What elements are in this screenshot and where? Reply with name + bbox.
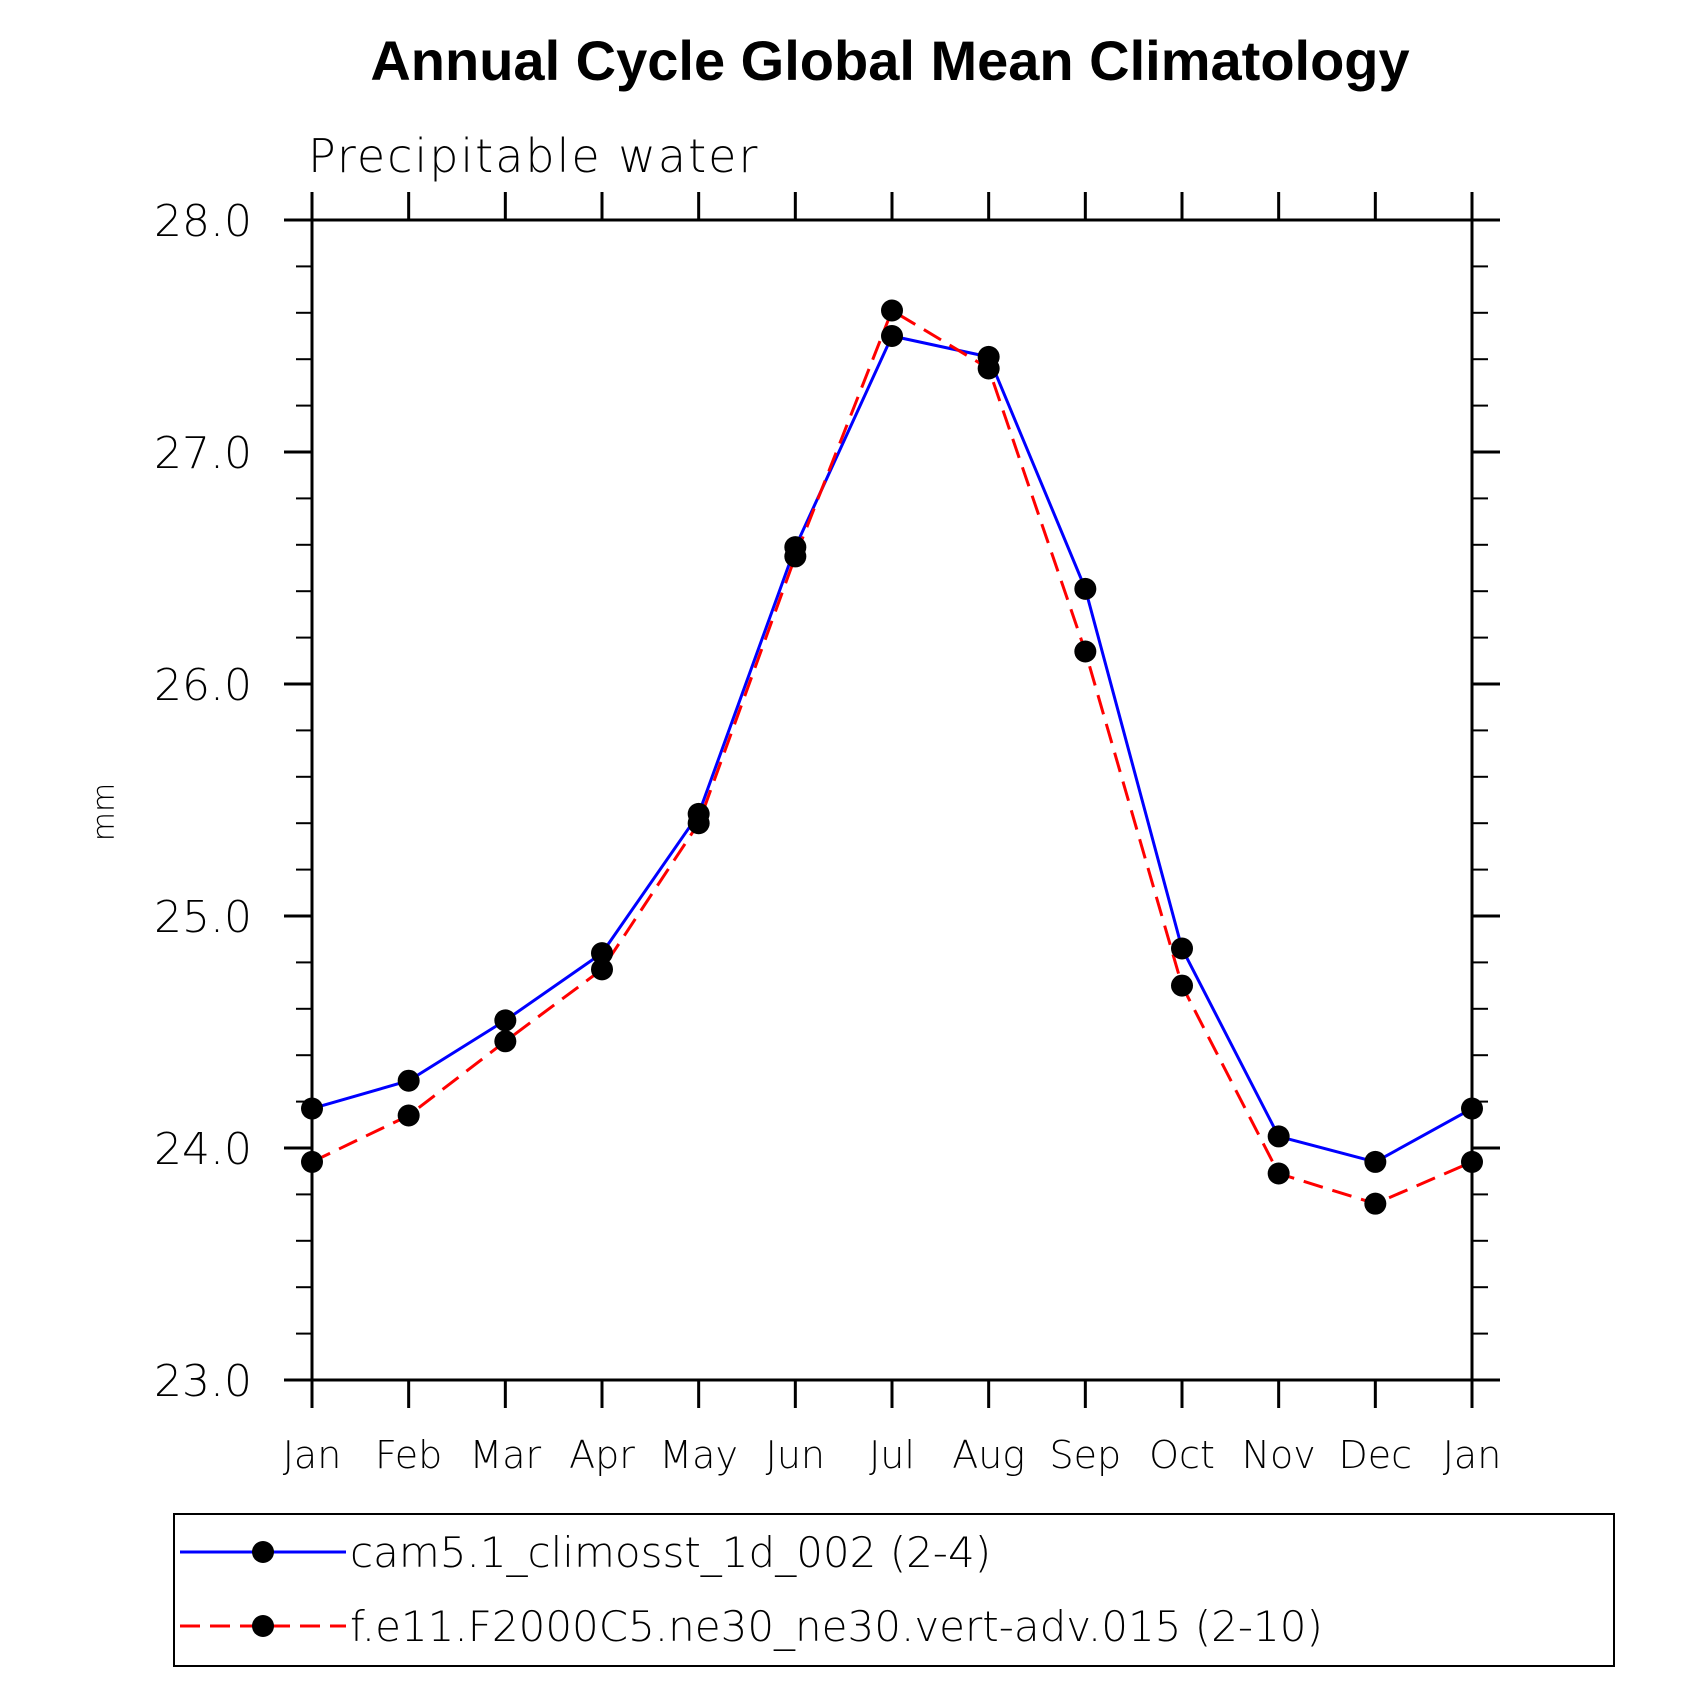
legend-marker-2: [252, 1615, 274, 1637]
chart-title: Annual Cycle Global Mean Climatology: [370, 29, 1409, 92]
series-1-line: [311, 334, 1473, 1164]
series-1-point: [591, 942, 613, 965]
series-2-point: [591, 958, 613, 981]
x-tick-labels: Jan Feb Mar Apr May Jun Jul Aug Sep Oct Nov Dec Jan: [283, 1433, 1502, 1477]
series-2-point: [881, 299, 903, 322]
y-tick-labels: 23.0 24.0 25.0 26.0 27.0 28.0: [154, 196, 252, 1407]
x-tick-label: Jun: [766, 1433, 825, 1477]
x-tick-label: May: [659, 1433, 738, 1477]
series-2-point: [301, 1150, 323, 1173]
series-2-point: [494, 1030, 517, 1053]
plot-frame: [310, 218, 1474, 1382]
series-1-point: [1171, 937, 1193, 960]
legend-label-1: cam5.1_climosst_1d_002 (2-4): [350, 1528, 991, 1577]
x-tick-label: Jan: [283, 1433, 342, 1477]
legend: cam5.1_climosst_1d_002 (2-4) f.e11.F2000C…: [180, 1528, 1323, 1651]
series-2-point: [784, 545, 807, 568]
x-tick-label: Dec: [1339, 1433, 1413, 1477]
y-tick-label: 27.0: [154, 428, 252, 479]
y-tick-label: 26.0: [154, 660, 252, 711]
legend-label-2: f.e11.F2000C5.ne30_ne30.vert-adv.015 (2-…: [350, 1602, 1323, 1651]
series-1-point: [397, 1069, 420, 1092]
y-tick-label: 23.0: [154, 1356, 252, 1407]
x-tick-label: Nov: [1242, 1433, 1316, 1477]
series-2-point: [1074, 640, 1097, 663]
series-1-point: [1267, 1125, 1290, 1148]
x-tick-label: Feb: [375, 1433, 442, 1477]
series-1-point: [1461, 1097, 1483, 1120]
y-tick-label: 25.0: [154, 892, 252, 943]
series-2-point: [1267, 1162, 1290, 1185]
x-tick-label: Jul: [869, 1433, 915, 1477]
series-1-point: [494, 1009, 517, 1032]
legend-marker-1: [252, 1541, 274, 1563]
x-tick-label: Apr: [569, 1433, 635, 1477]
series-2-point: [1461, 1150, 1483, 1173]
series-1-point: [881, 325, 903, 347]
series-2-point: [1364, 1192, 1387, 1215]
series-2-point: [687, 812, 710, 835]
legend-box: [173, 1513, 1615, 1667]
series-1-point: [1364, 1150, 1387, 1173]
y-tick-label: 24.0: [154, 1124, 252, 1175]
axis-ticks: [284, 192, 1500, 1408]
y-tick-label: 28.0: [154, 196, 252, 247]
series-2-line: [311, 308, 1473, 1206]
x-tick-label: Aug: [952, 1433, 1025, 1477]
series-1-point: [1074, 577, 1097, 600]
series-2-point: [397, 1104, 420, 1127]
chart-subtitle: Precipitable water: [308, 129, 759, 183]
x-tick-label: Sep: [1050, 1433, 1122, 1477]
data-series: [301, 299, 1483, 1215]
y-axis-label: mm: [87, 783, 122, 841]
x-tick-label: Oct: [1149, 1433, 1215, 1477]
series-2-point: [977, 357, 1000, 380]
series-2-point: [1171, 974, 1193, 997]
x-tick-label: Jan: [1443, 1433, 1502, 1477]
series-1-point: [301, 1097, 323, 1120]
x-tick-label: Mar: [469, 1433, 541, 1477]
